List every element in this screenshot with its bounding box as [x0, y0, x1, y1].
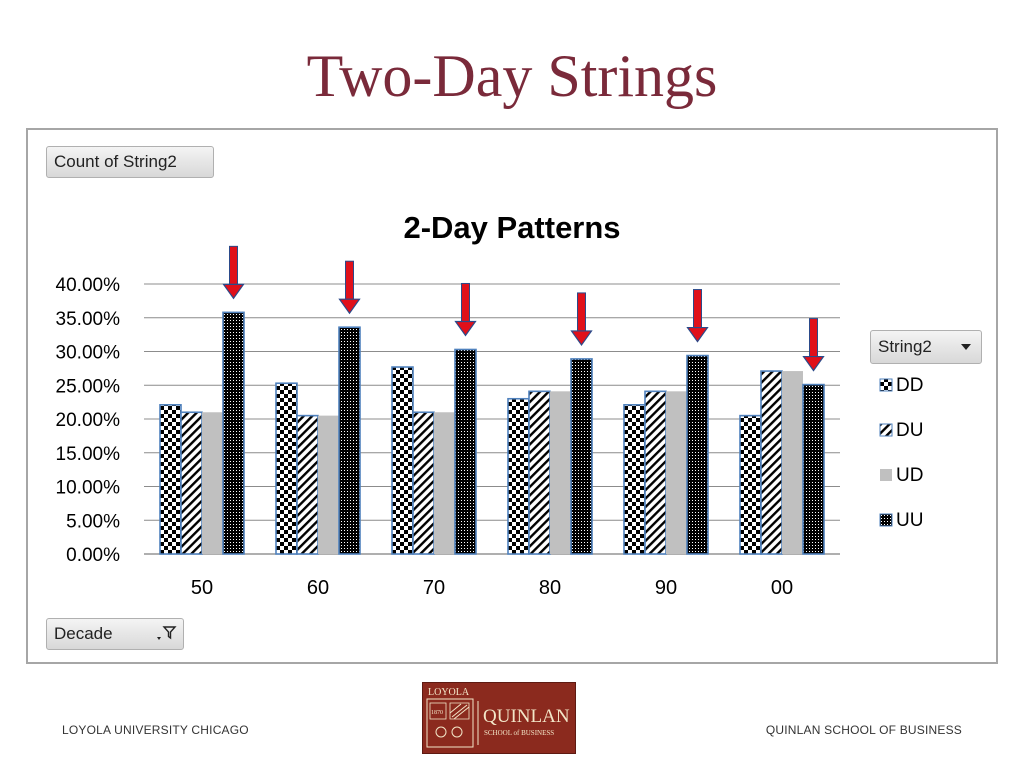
annotation-arrow	[570, 292, 593, 346]
logo-top-text: LOYOLA	[428, 687, 470, 698]
footer-left: LOYOLA UNIVERSITY CHICAGO	[62, 723, 249, 737]
bar-dd-50	[159, 404, 182, 555]
annotation-arrow	[686, 289, 709, 343]
quinlan-logo: LOYOLA 1870 QUINLAN SCHOOL of BUSINESS	[422, 682, 576, 754]
axis-field-label: Decade	[54, 624, 113, 643]
legend-swatch	[879, 513, 893, 527]
axis-field-button[interactable]: Decade	[46, 618, 184, 650]
chart-title: 2-Day Patterns	[403, 210, 620, 245]
pivot-chart: 0.00% 5.00% 10.00% 15.00% 20.00% 25.00% 30.00%…	[26, 128, 998, 664]
y-tick-label: 35.00%	[56, 309, 121, 330]
legend-label: DU	[896, 420, 923, 441]
bar-uu-60	[338, 326, 361, 555]
bar-du-70	[412, 411, 435, 555]
y-tick-label: 0.00%	[66, 545, 120, 566]
annotation-arrow	[454, 282, 477, 337]
value-field-label: Count of String2	[54, 152, 177, 171]
bar-uu-80	[570, 358, 593, 555]
legend-item-uu: UU	[879, 510, 923, 531]
bar-du-00	[760, 370, 783, 555]
y-tick-label: 25.00%	[56, 376, 121, 397]
bar-ud-60	[318, 415, 339, 554]
bar-uu-90	[686, 354, 709, 555]
chart-canvas: 0.00% 5.00% 10.00% 15.00% 20.00% 25.00% 30.00%…	[56, 210, 924, 599]
bar-ud-50	[202, 412, 223, 554]
x-tick-label: 00	[771, 577, 793, 599]
value-field-button[interactable]: Count of String2	[46, 146, 214, 178]
logo-name: QUINLAN	[483, 706, 570, 727]
legend-swatch	[879, 423, 893, 437]
bar-dd-80	[507, 397, 530, 555]
bar-ud-80	[550, 391, 571, 554]
bar-dd-70	[391, 366, 414, 555]
filter-icon	[157, 626, 177, 640]
x-tick-label: 80	[539, 577, 561, 599]
bar-uu-00	[802, 383, 825, 555]
y-tick-label: 20.00%	[56, 410, 121, 431]
annotation-arrow	[338, 260, 361, 315]
y-tick-label: 10.00%	[56, 478, 121, 499]
bar-ud-70	[434, 412, 455, 554]
bar-du-60	[296, 414, 319, 555]
legend-item-dd: DD	[879, 375, 923, 396]
legend-field-button[interactable]: String2	[870, 330, 982, 364]
bar-dd-00	[739, 414, 762, 555]
legend-label: DD	[896, 375, 923, 396]
bar-ud-90	[666, 391, 687, 554]
bar-uu-70	[454, 348, 477, 555]
bar-ud-00	[782, 371, 803, 554]
logo-sub: SCHOOL of BUSINESS	[484, 729, 554, 737]
bar-du-80	[528, 390, 551, 555]
bar-dd-60	[275, 382, 298, 555]
legend-label: UU	[896, 510, 923, 531]
bar-dd-90	[623, 404, 646, 555]
logo-year: 1870	[431, 710, 443, 716]
logo-graphic: LOYOLA 1870 QUINLAN SCHOOL of BUSINESS	[426, 687, 570, 748]
bar-uu-50	[222, 311, 245, 555]
legend-label: UD	[896, 465, 923, 486]
x-tick-label: 90	[655, 577, 677, 599]
bar-du-90	[644, 390, 667, 555]
legend-swatch	[880, 469, 892, 481]
x-tick-label: 70	[423, 577, 445, 599]
legend-field-label: String2	[878, 337, 932, 356]
x-tick-label: 60	[307, 577, 329, 599]
annotation-arrow	[802, 318, 825, 372]
footer-right: QUINLAN SCHOOL OF BUSINESS	[765, 723, 962, 737]
slide-title: Two-Day Strings	[306, 43, 718, 109]
y-tick-label: 30.00%	[56, 343, 121, 364]
legend-item-ud: UD	[880, 465, 923, 486]
annotation-arrow	[222, 245, 245, 300]
bar-du-50	[180, 411, 203, 555]
chevron-down-icon	[961, 344, 971, 350]
y-tick-label: 15.00%	[56, 444, 121, 465]
legend-swatch	[879, 378, 893, 392]
y-tick-label: 40.00%	[56, 275, 121, 296]
y-tick-label: 5.00%	[66, 511, 120, 532]
legend-item-du: DU	[879, 420, 923, 441]
x-tick-label: 50	[191, 577, 213, 599]
